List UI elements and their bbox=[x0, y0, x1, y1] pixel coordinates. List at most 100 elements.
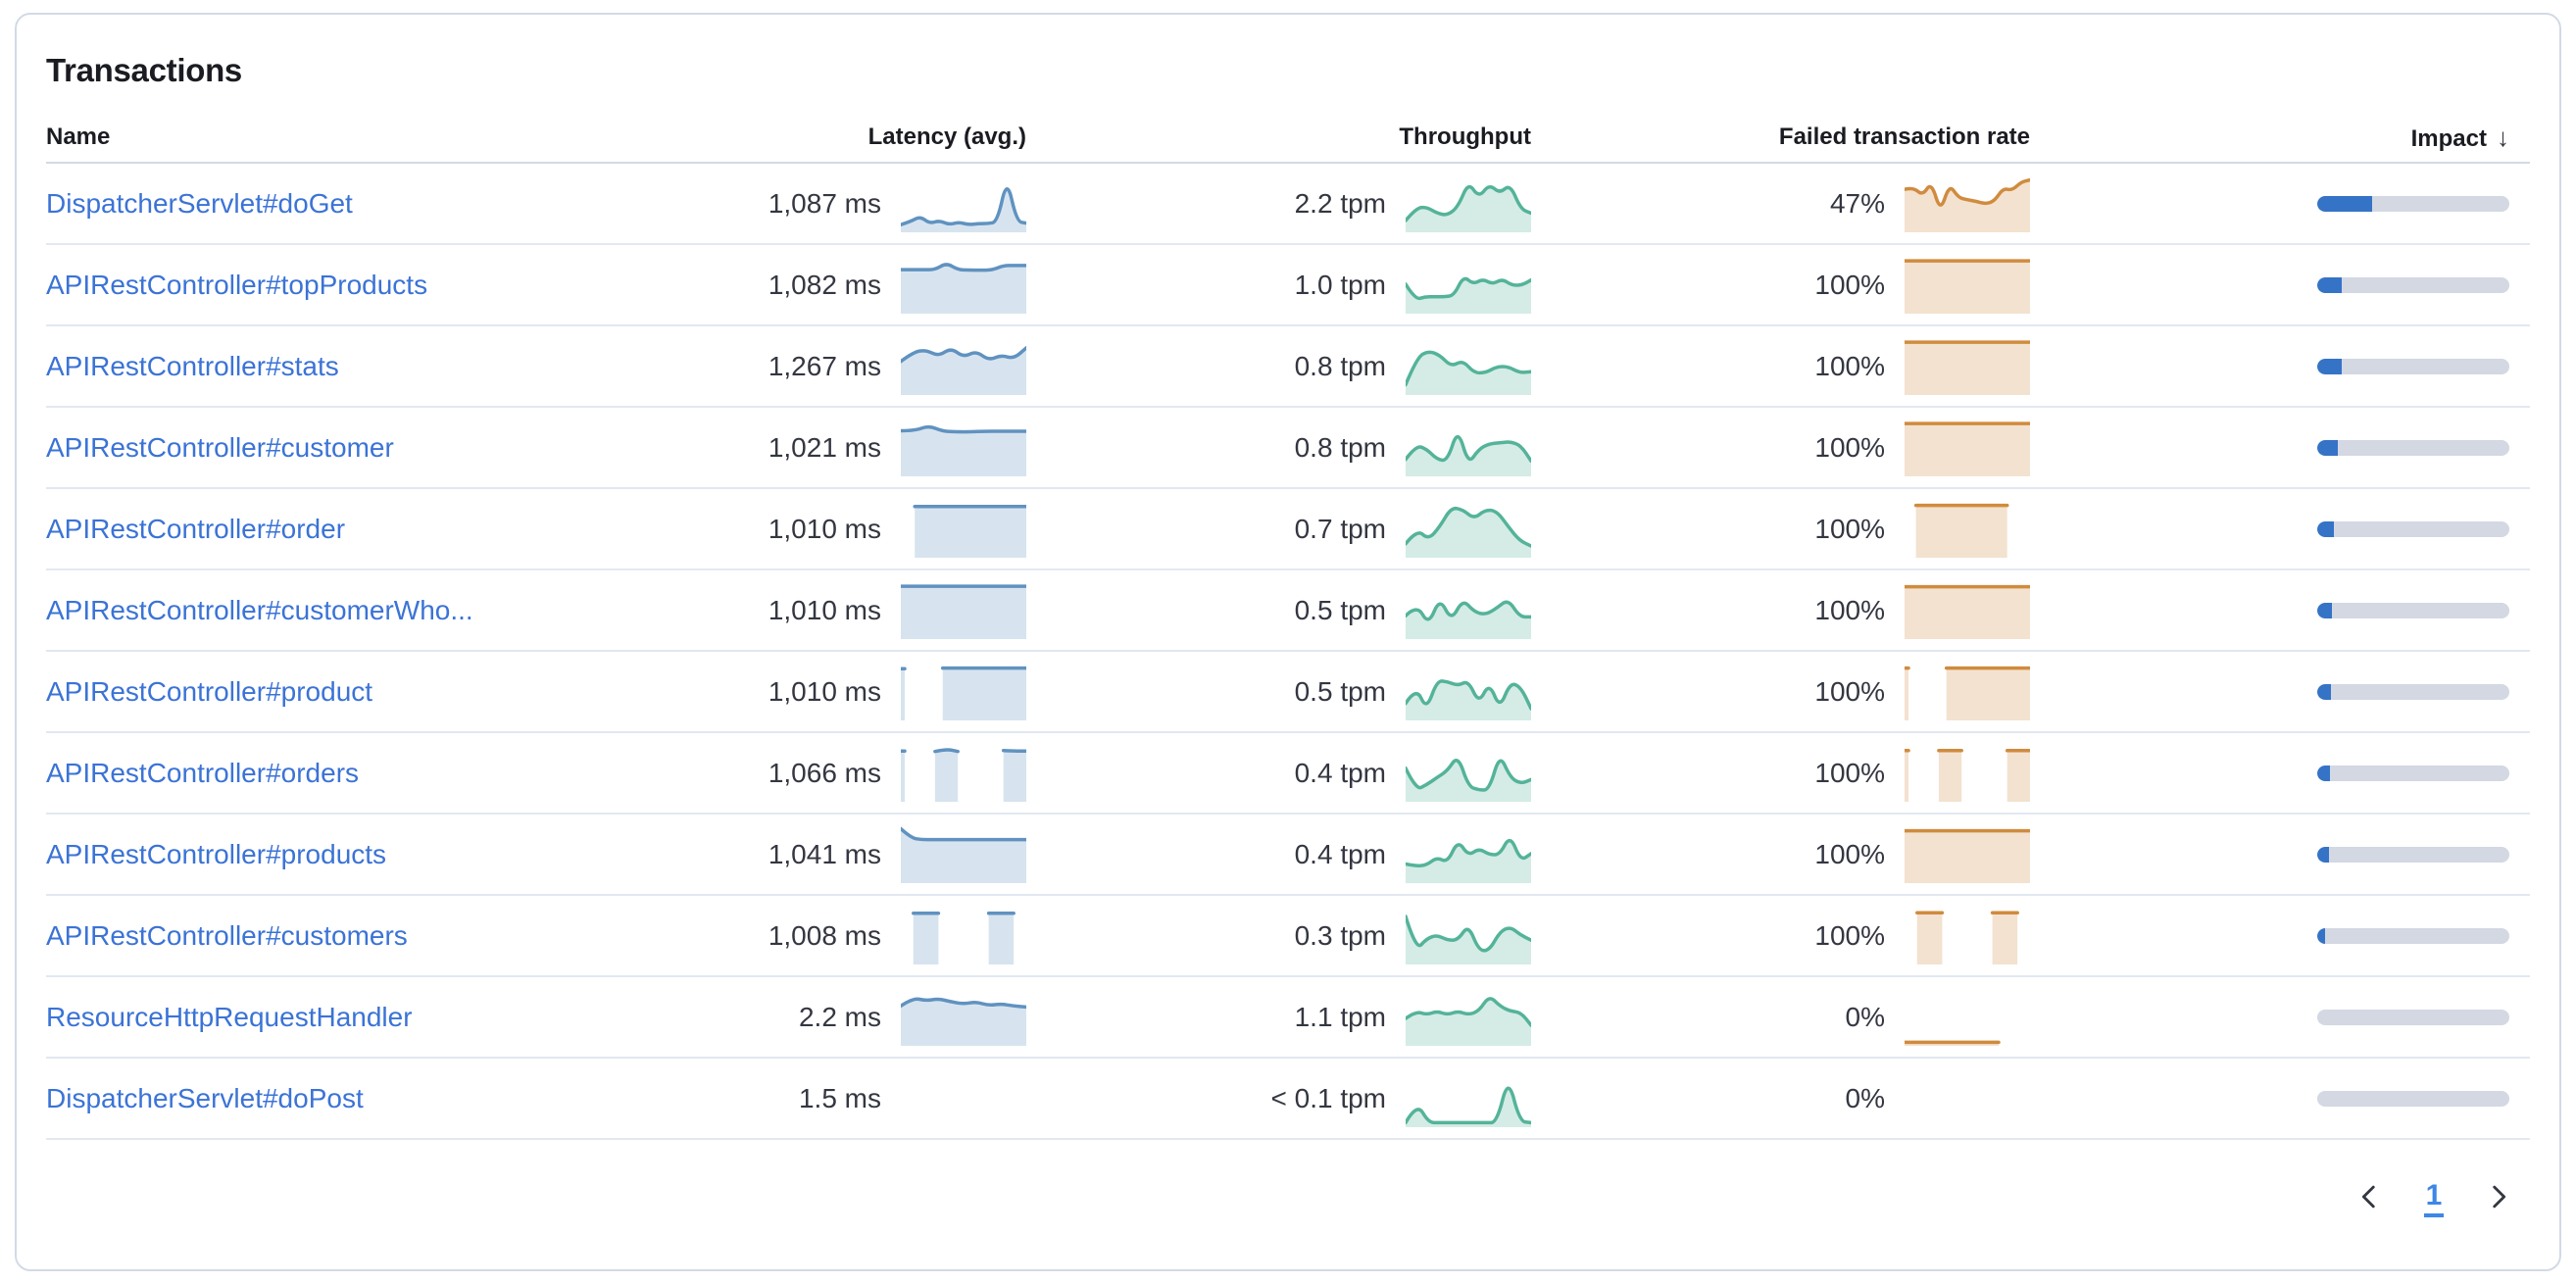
impact-cell bbox=[2030, 358, 2530, 374]
latency-sparkline bbox=[901, 745, 1026, 802]
failed-rate-value: 100% bbox=[1814, 513, 1885, 544]
latency-sparkline bbox=[901, 420, 1026, 476]
latency-cell: 1,008 ms bbox=[615, 908, 1026, 964]
table-row: APIRestController#customerWho... 1,010 m… bbox=[46, 570, 2530, 652]
previous-page-button[interactable] bbox=[2344, 1172, 2395, 1223]
impact-cell bbox=[2030, 602, 2530, 618]
throughput-sparkline bbox=[1406, 1070, 1531, 1127]
impact-bar bbox=[2317, 1009, 2509, 1025]
table-row: APIRestController#orders 1,066 ms 0.4 tp… bbox=[46, 733, 2530, 815]
throughput-cell: 0.4 tpm bbox=[1026, 826, 1531, 883]
column-header-name[interactable]: Name bbox=[46, 123, 111, 150]
transaction-link[interactable]: DispatcherServlet#doPost bbox=[46, 1082, 364, 1113]
impact-bar-fill bbox=[2317, 358, 2342, 374]
name-cell: APIRestController#topProducts bbox=[46, 270, 615, 301]
transaction-link[interactable]: APIRestController#customers bbox=[46, 919, 408, 951]
failed-rate-cell: 100% bbox=[1531, 501, 2030, 558]
latency-value: 1,010 ms bbox=[768, 513, 881, 544]
throughput-cell: 0.4 tpm bbox=[1026, 745, 1531, 802]
throughput-value: < 0.1 tpm bbox=[1270, 1082, 1386, 1113]
table-row: APIRestController#product 1,010 ms 0.5 t… bbox=[46, 652, 2530, 733]
latency-value: 1,008 ms bbox=[768, 919, 881, 951]
failed-rate-value: 0% bbox=[1845, 1082, 1885, 1113]
impact-cell bbox=[2030, 765, 2530, 781]
column-header-latency[interactable]: Latency (avg.) bbox=[867, 123, 1026, 150]
table-row: APIRestController#stats 1,267 ms 0.8 tpm… bbox=[46, 326, 2530, 408]
failed-rate-sparkline bbox=[1905, 175, 2030, 232]
name-cell: APIRestController#stats bbox=[46, 351, 615, 382]
name-cell: DispatcherServlet#doGet bbox=[46, 188, 615, 220]
throughput-sparkline bbox=[1406, 501, 1531, 558]
transaction-link[interactable]: DispatcherServlet#doGet bbox=[46, 187, 353, 219]
name-cell: APIRestController#customers bbox=[46, 920, 615, 952]
chevron-left-icon bbox=[2353, 1180, 2386, 1216]
latency-cell: 1,267 ms bbox=[615, 338, 1026, 395]
latency-sparkline bbox=[901, 908, 1026, 964]
impact-bar-fill bbox=[2317, 439, 2339, 456]
failed-rate-sparkline bbox=[1905, 664, 2030, 720]
throughput-value: 0.8 tpm bbox=[1294, 350, 1386, 381]
page-1-button[interactable]: 1 bbox=[2408, 1172, 2459, 1223]
failed-rate-cell: 100% bbox=[1531, 420, 2030, 476]
impact-cell bbox=[2030, 520, 2530, 537]
table-body: DispatcherServlet#doGet 1,087 ms 2.2 tpm… bbox=[46, 164, 2530, 1140]
transaction-link[interactable]: APIRestController#order bbox=[46, 513, 346, 544]
next-page-button[interactable] bbox=[2473, 1172, 2524, 1223]
transaction-link[interactable]: APIRestController#product bbox=[46, 675, 373, 707]
latency-sparkline bbox=[901, 1070, 1026, 1127]
latency-value: 1,010 ms bbox=[768, 675, 881, 707]
latency-cell: 1,041 ms bbox=[615, 826, 1026, 883]
latency-cell: 1.5 ms bbox=[615, 1070, 1026, 1127]
latency-sparkline bbox=[901, 501, 1026, 558]
transaction-link[interactable]: APIRestController#customer bbox=[46, 431, 394, 463]
table-row: DispatcherServlet#doGet 1,087 ms 2.2 tpm… bbox=[46, 164, 2530, 245]
name-cell: APIRestController#order bbox=[46, 514, 615, 545]
latency-cell: 1,021 ms bbox=[615, 420, 1026, 476]
transaction-link[interactable]: ResourceHttpRequestHandler bbox=[46, 1001, 413, 1032]
latency-value: 2.2 ms bbox=[798, 1001, 881, 1032]
failed-rate-value: 100% bbox=[1814, 757, 1885, 788]
failed-rate-value: 47% bbox=[1829, 187, 1885, 219]
impact-cell bbox=[2030, 439, 2530, 456]
latency-cell: 2.2 ms bbox=[615, 989, 1026, 1046]
transaction-link[interactable]: APIRestController#products bbox=[46, 838, 387, 869]
transaction-link[interactable]: APIRestController#customerWho... bbox=[46, 594, 473, 625]
failed-rate-sparkline bbox=[1905, 826, 2030, 883]
throughput-cell: 0.8 tpm bbox=[1026, 338, 1531, 395]
impact-bar-fill bbox=[2317, 683, 2331, 700]
transaction-link[interactable]: APIRestController#orders bbox=[46, 757, 360, 788]
table-header-row: Name Latency (avg.) Throughput Failed tr… bbox=[46, 113, 2530, 164]
failed-rate-value: 100% bbox=[1814, 350, 1885, 381]
failed-rate-cell: 100% bbox=[1531, 664, 2030, 720]
failed-rate-cell: 100% bbox=[1531, 745, 2030, 802]
throughput-sparkline bbox=[1406, 175, 1531, 232]
transaction-link[interactable]: APIRestController#topProducts bbox=[46, 269, 428, 300]
impact-cell bbox=[2030, 1090, 2530, 1107]
failed-rate-cell: 100% bbox=[1531, 908, 2030, 964]
failed-rate-sparkline bbox=[1905, 501, 2030, 558]
table-row: APIRestController#topProducts 1,082 ms 1… bbox=[46, 245, 2530, 326]
table-row: APIRestController#customer 1,021 ms 0.8 … bbox=[46, 408, 2530, 489]
transaction-link[interactable]: APIRestController#stats bbox=[46, 350, 339, 381]
impact-bar-fill bbox=[2317, 846, 2329, 863]
impact-bar-fill bbox=[2317, 276, 2342, 293]
throughput-sparkline bbox=[1406, 420, 1531, 476]
impact-bar bbox=[2317, 358, 2509, 374]
column-header-impact[interactable]: Impact ↓ bbox=[2030, 123, 2530, 153]
impact-cell bbox=[2030, 276, 2530, 293]
column-header-failed-rate[interactable]: Failed transaction rate bbox=[1778, 123, 2030, 150]
failed-rate-sparkline bbox=[1905, 908, 2030, 964]
throughput-value: 0.4 tpm bbox=[1294, 757, 1386, 788]
latency-sparkline bbox=[901, 989, 1026, 1046]
latency-value: 1,041 ms bbox=[768, 838, 881, 869]
failed-rate-cell: 47% bbox=[1531, 175, 2030, 232]
latency-value: 1.5 ms bbox=[798, 1082, 881, 1113]
failed-rate-cell: 0% bbox=[1531, 989, 2030, 1046]
table-row: APIRestController#customers 1,008 ms 0.3… bbox=[46, 896, 2530, 977]
impact-cell bbox=[2030, 927, 2530, 944]
failed-rate-value: 100% bbox=[1814, 431, 1885, 463]
column-header-throughput[interactable]: Throughput bbox=[1399, 123, 1531, 150]
latency-value: 1,267 ms bbox=[768, 350, 881, 381]
impact-bar bbox=[2317, 683, 2509, 700]
latency-cell: 1,082 ms bbox=[615, 257, 1026, 314]
